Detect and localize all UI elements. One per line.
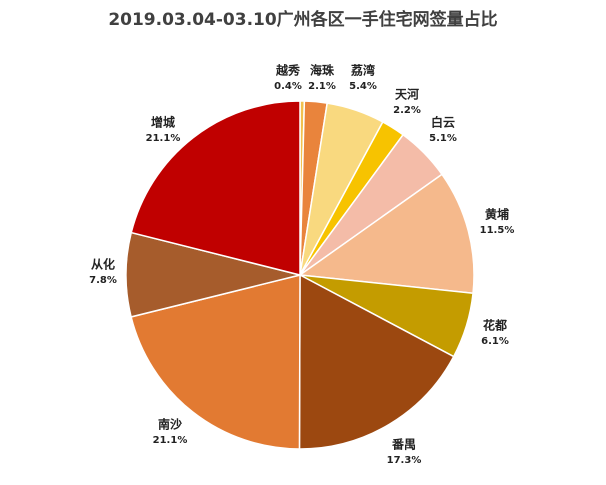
pie-slice: [130, 274, 301, 450]
slice-value: 7.8%: [89, 275, 117, 286]
slice-value: 21.1%: [146, 133, 181, 144]
slice-value: 11.5%: [480, 225, 515, 236]
pie-slice: [298, 273, 455, 450]
slice-label: 从化: [91, 257, 115, 272]
chart-title: 2019.03.04-03.10广州各区一手住宅网签量占比: [108, 9, 497, 30]
slice-label: 越秀: [275, 63, 301, 78]
slice-label: 天河: [395, 87, 419, 102]
slice-label: 花都: [483, 318, 507, 333]
slice-label: 增城: [151, 115, 175, 130]
slice-value: 21.1%: [153, 435, 188, 446]
slice-label: 南沙: [158, 417, 182, 432]
slice-label: 荔湾: [350, 63, 375, 78]
slice-value: 6.1%: [481, 336, 509, 347]
slice-label: 白云: [431, 115, 455, 130]
pie-slice: [130, 100, 301, 276]
slice-label: 番禺: [391, 437, 416, 452]
pie-slice: [297, 173, 475, 295]
slice-value: 5.1%: [429, 133, 457, 144]
slice-value: 2.1%: [308, 81, 336, 92]
slice-value: 5.4%: [349, 81, 377, 92]
slice-label: 黄埔: [485, 207, 509, 222]
slice-value: 0.4%: [274, 81, 302, 92]
slice-value: 17.3%: [387, 455, 422, 466]
slice-label: 海珠: [310, 63, 335, 78]
slice-value: 2.2%: [393, 105, 421, 116]
